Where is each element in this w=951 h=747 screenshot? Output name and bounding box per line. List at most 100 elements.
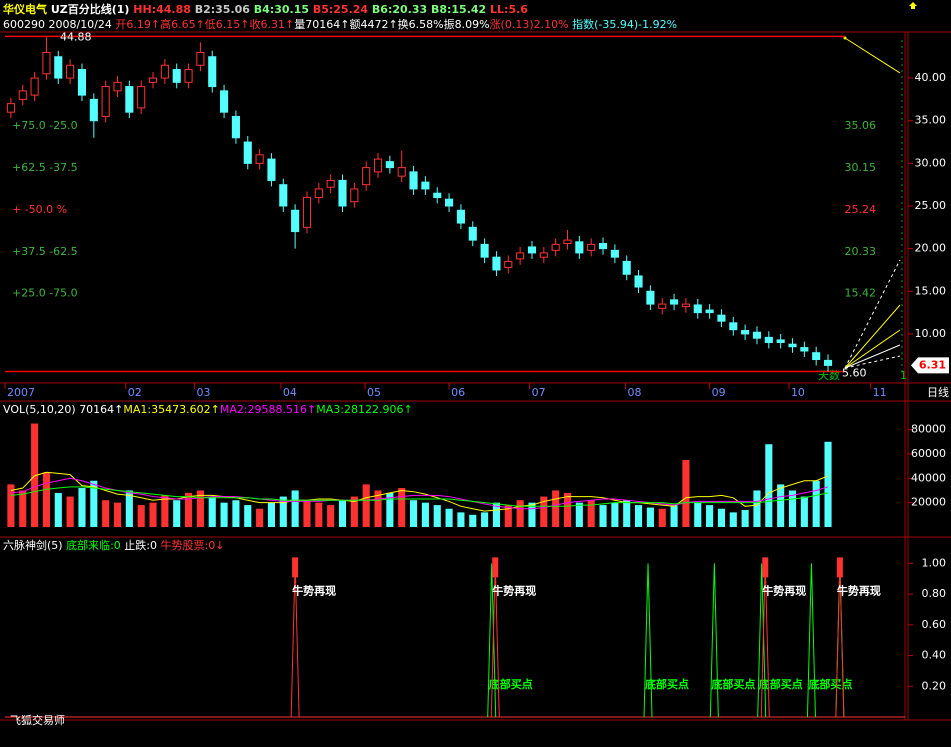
y-tick-label: 1.00 (922, 556, 947, 569)
candle-body (137, 86, 146, 109)
volume-bar (717, 508, 725, 527)
header-item: 70164↑ (79, 403, 123, 416)
candle-body (66, 64, 75, 79)
candle-body (350, 188, 359, 203)
volume-bar (410, 500, 418, 527)
candle-body (255, 154, 264, 164)
candle-body (575, 241, 584, 254)
signal-block (292, 557, 299, 578)
y-tick-label: 60000 (911, 447, 946, 460)
candle-body (516, 252, 525, 260)
header-item: 600290 2008/10/24 (3, 18, 115, 31)
footer: 飞狐交易师 (10, 713, 65, 727)
candle-body (812, 352, 821, 361)
header-item: MA3:28122.906↑ (316, 403, 412, 416)
candle-body (776, 339, 785, 343)
fan-line (844, 329, 901, 369)
volume-bar (291, 490, 299, 527)
candle-body (101, 86, 110, 117)
volume-bar (90, 480, 98, 527)
candle-body (445, 198, 454, 207)
header-item: UZ百分比线(1) (47, 2, 133, 16)
candle-body (729, 322, 738, 331)
y-tick-label: 20000 (911, 496, 946, 509)
candle-body (77, 69, 87, 96)
y-tick-label: 20.00 (915, 242, 947, 255)
volume-bar (670, 505, 678, 527)
volume-bar (196, 490, 204, 527)
candle-body (468, 226, 477, 241)
level-value: 35.06 (845, 119, 877, 132)
y-tick-label: 80000 (911, 423, 946, 436)
header-item: B5:25.24 (309, 3, 368, 16)
y-tick-label: 30.00 (915, 156, 947, 169)
y-tick-label: 40000 (911, 471, 946, 484)
candle-body (539, 252, 548, 258)
volume-bar (7, 484, 15, 527)
volume-bar (232, 500, 240, 527)
volume-bar (741, 509, 749, 527)
ma-line (10, 471, 829, 512)
scroll-icon[interactable] (909, 2, 917, 9)
ma-line (10, 477, 829, 510)
volume-bar (244, 505, 252, 527)
header-item: 涨(0.13)2.10% (490, 18, 569, 31)
volume-bar (161, 495, 169, 527)
header-item: LL:5.6 (486, 3, 528, 16)
volume-bar (540, 496, 548, 527)
header-item: B8:15.42 (427, 3, 486, 16)
x-tick-label: 08 (628, 386, 642, 399)
level-left-label: +62.5 -37.5 (12, 161, 78, 174)
candle-body (409, 171, 418, 190)
candle-body (741, 330, 750, 335)
volume-bar (433, 505, 441, 527)
volume-bar (279, 496, 287, 527)
candle-body (693, 304, 702, 314)
signal-label: 牛势再现 (492, 583, 536, 597)
y-tick-label: 10.00 (915, 327, 947, 340)
candle-body (800, 347, 809, 352)
candle-body (598, 243, 608, 250)
candle-body (267, 158, 276, 181)
candle-body (587, 243, 596, 251)
candle-body (30, 77, 39, 96)
volume-bar (587, 500, 595, 527)
header-line: 华仪电气 UZ百分比线(1) HH:44.88 B2:35.06 B4:30.1… (3, 2, 528, 16)
x-tick-label: 10 (791, 386, 805, 399)
candle-body (125, 86, 134, 113)
candle-body (527, 246, 537, 254)
price-tag (911, 357, 949, 374)
volume-bar (386, 492, 394, 527)
candle-body (752, 331, 762, 339)
count-mark: 1 (900, 369, 907, 382)
signal-spike (643, 563, 653, 718)
candle-body (291, 209, 300, 233)
candle-body (705, 309, 714, 314)
volume-bar (623, 500, 631, 527)
volume-bar (208, 496, 216, 527)
level-value: 25.24 (845, 203, 877, 216)
volume-bar (421, 502, 429, 527)
candle-body (551, 243, 560, 251)
level-value: 20.33 (845, 245, 877, 258)
volume-bar (374, 490, 382, 527)
candle-body (6, 103, 15, 113)
header-item: MA1:35473.602↑ (123, 403, 219, 416)
candle-body (622, 260, 631, 275)
y-tick-label: 0.20 (922, 679, 947, 692)
candle-body (196, 51, 205, 66)
candle-body (681, 303, 690, 308)
volume-bar (611, 502, 619, 527)
header-item: B2:35.06 (191, 3, 250, 16)
volume-bar (635, 505, 643, 527)
volume-bar (362, 484, 370, 527)
y-tick-label: 15.00 (915, 284, 947, 297)
candle-body (504, 260, 513, 268)
x-tick-label: 2007 (7, 386, 35, 399)
candle-body (18, 90, 27, 100)
y-tick-label: 40.00 (915, 71, 947, 84)
volume-bar (267, 502, 275, 527)
volume-bar (765, 444, 773, 527)
x-tick-label: 11 (873, 386, 887, 399)
